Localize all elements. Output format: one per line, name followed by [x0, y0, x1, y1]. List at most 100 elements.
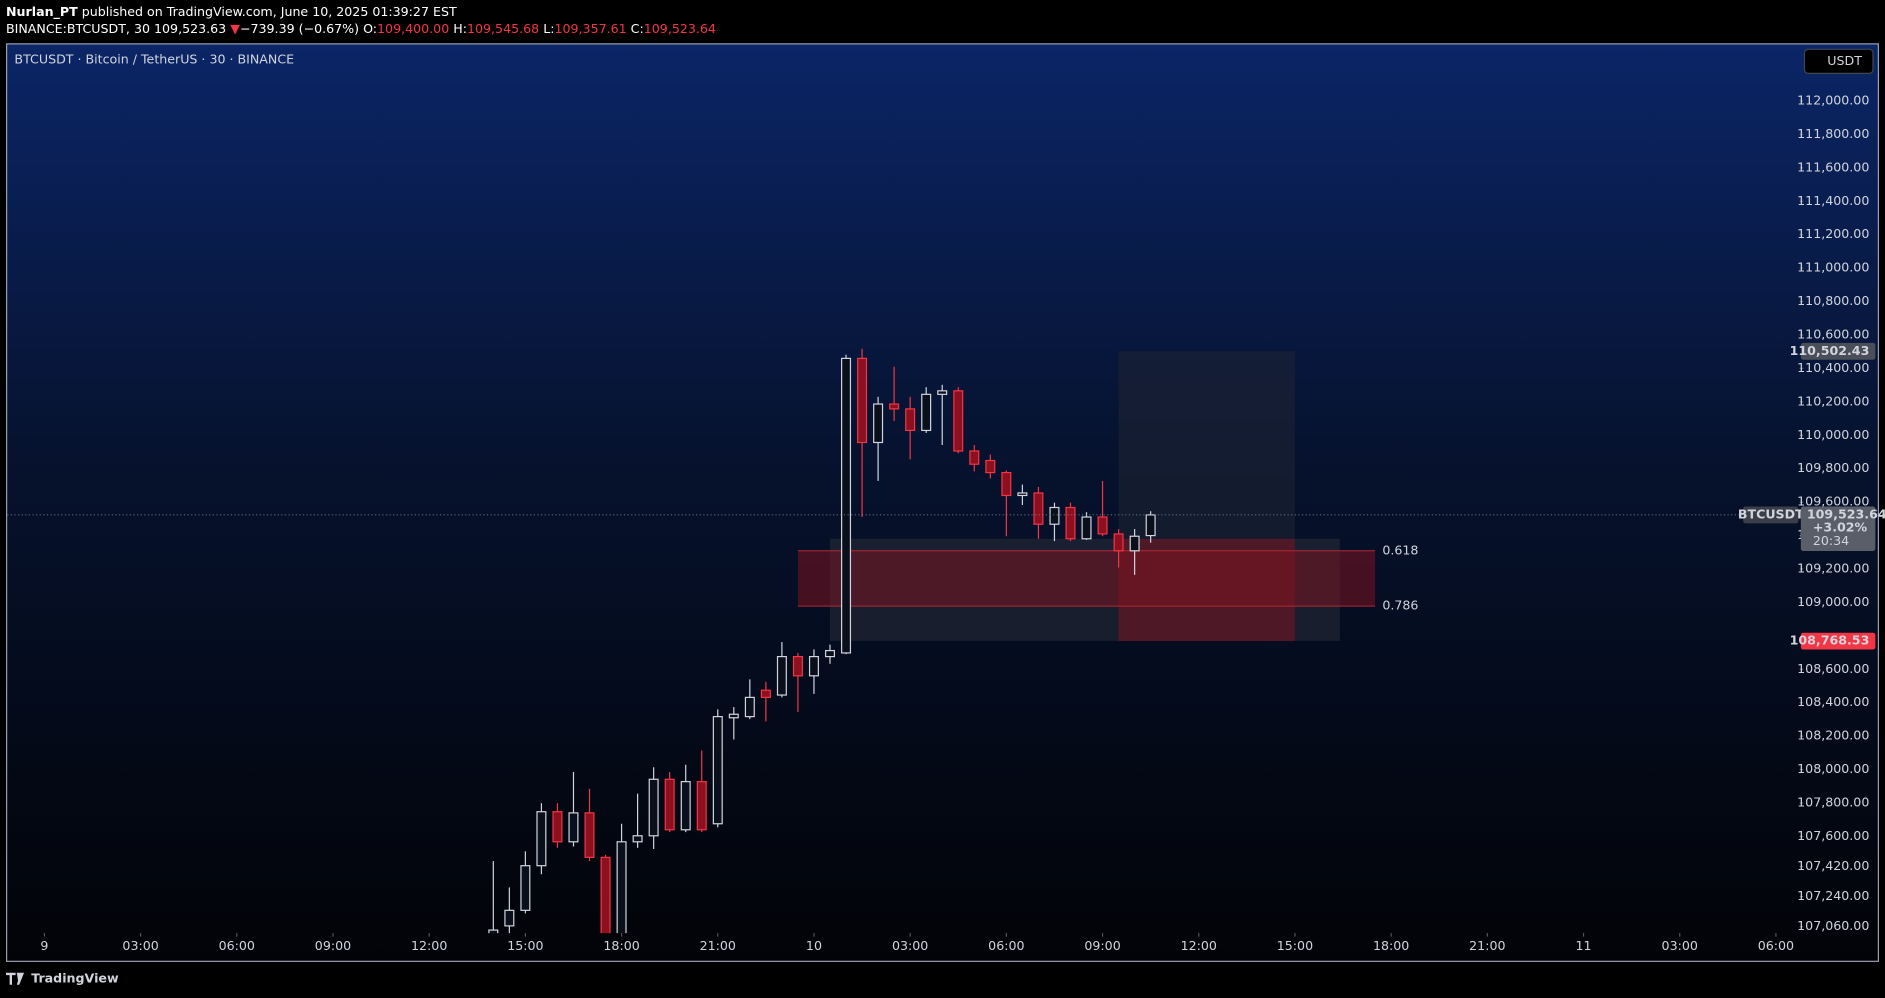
candle-body: [1145, 514, 1156, 537]
y-tick-label: 111,400.00: [1797, 193, 1869, 208]
symbol-tag: BTCUSDT: [1738, 506, 1804, 521]
candle-body: [985, 459, 996, 474]
candle-body: [1065, 506, 1076, 540]
x-tick-label: 09:00: [1084, 938, 1120, 953]
y-tick-label: 110,200.00: [1797, 393, 1869, 408]
candle-body: [1081, 516, 1092, 540]
candle-body: [889, 403, 900, 410]
candle-body: [921, 393, 932, 432]
y-tick-label: 111,000.00: [1797, 260, 1869, 275]
y-tick-label: 109,600.00: [1797, 494, 1869, 509]
last-price-bg: [1800, 506, 1876, 551]
candle-body: [552, 811, 563, 843]
c-value: 109,523.64: [644, 20, 716, 35]
chart-frame: [6, 43, 1879, 962]
candle-body: [680, 781, 691, 831]
candle-body: [728, 713, 739, 719]
candle-body: [1129, 535, 1140, 552]
y-tick-label: 112,000.00: [1797, 92, 1869, 107]
candle-body: [760, 689, 771, 698]
y-tick-label: 110,400.00: [1797, 360, 1869, 375]
y-tick-label: 107,420.00: [1797, 858, 1869, 873]
candle-body: [600, 856, 611, 934]
axes: 107,060.00 107,240.00 107,420.00 107,600.00…: [40, 92, 1885, 952]
candle-body: [488, 929, 499, 934]
candle-body: [1097, 516, 1108, 535]
candle-body: [873, 403, 884, 444]
countdown: 20:34: [1813, 533, 1849, 548]
last-price-label: 109,523.64: [1807, 506, 1885, 521]
candle-body: [824, 649, 836, 658]
y-tick-label: 108,400.00: [1797, 694, 1869, 709]
x-tick-label: 10: [806, 938, 822, 953]
price-tag: 110,502.43: [1790, 343, 1870, 358]
candle-body: [1113, 533, 1124, 552]
logo: [6, 972, 25, 985]
candle-body: [1049, 506, 1060, 525]
candle-body: [584, 812, 595, 858]
candle-body: [744, 696, 755, 718]
x-tick-label: 15:00: [507, 938, 543, 953]
y-tick-label: 109,200.00: [1797, 561, 1869, 576]
published: published on TradingView.com, June 10, 2…: [78, 4, 457, 19]
candle-body: [504, 909, 515, 927]
y-tick-label: 108,200.00: [1797, 728, 1869, 743]
currency-button[interactable]: [1803, 48, 1874, 74]
y-tick-label: 107,060.00: [1797, 918, 1869, 933]
x-tick-label: 09:00: [315, 938, 351, 953]
h-key: H:: [453, 20, 467, 35]
symbol-tag-bg: [1743, 506, 1799, 524]
x-tick-label: 12:00: [411, 938, 447, 953]
x-tick-label: 18:00: [603, 938, 639, 953]
l-value: 109,357.61: [554, 20, 626, 35]
header-line-2: BINANCE:BTCUSDT, 30 109,523.63 ▼−739.39 …: [6, 20, 716, 35]
author: Nurlan_PT: [6, 4, 78, 20]
candle-body: [568, 812, 579, 843]
h-value: 109,545.68: [467, 20, 539, 35]
candle-body: [520, 865, 531, 911]
y-tick-label: 107,800.00: [1797, 795, 1869, 810]
y-tick-label: 109,800.00: [1797, 460, 1869, 475]
candle-body: [536, 811, 547, 867]
plot-area: 0.618 0.786: [7, 348, 1800, 934]
x-tick-label: 06:00: [219, 938, 255, 953]
x-tick-label: 15:00: [1277, 938, 1313, 953]
y-tick-label: 111,200.00: [1797, 226, 1869, 241]
y-tick-label: 110,600.00: [1797, 326, 1869, 341]
o-key: O:: [363, 20, 377, 35]
x-tick-label: 03:00: [892, 938, 928, 953]
candle-body: [632, 835, 643, 843]
currency-label[interactable]: USDT: [1827, 53, 1862, 68]
price-tag-bg: [1800, 632, 1876, 650]
y-tick-label: 108,600.00: [1797, 661, 1869, 676]
header-line-1: Nurlan_PT published on TradingView.com, …: [6, 4, 457, 20]
x-tick-label: 06:00: [1758, 938, 1794, 953]
x-tick-label: 21:00: [700, 938, 736, 953]
candle-body: [841, 357, 852, 654]
x-tick-label: 03:00: [122, 938, 158, 953]
x-tick-label: 18:00: [1373, 938, 1409, 953]
footer: TradingView: [6, 970, 119, 985]
price-tag: 108,768.53: [1790, 633, 1870, 648]
y-tick-label: 111,800.00: [1797, 126, 1869, 141]
y-tick-label: 111,600.00: [1797, 159, 1869, 174]
zone: [1118, 351, 1295, 539]
candle-body: [937, 390, 948, 395]
x-tick-label: 11: [1576, 938, 1592, 953]
candle-body: [712, 716, 723, 825]
candle-body: [953, 390, 964, 452]
candle-body: [648, 778, 659, 837]
candle-body: [792, 655, 803, 677]
fib-label: 0.618: [1382, 542, 1418, 557]
candle-body: [808, 655, 819, 677]
arrow: ▼: [230, 20, 240, 35]
fib-label: 0.786: [1382, 598, 1418, 613]
x-tick-label: 9: [40, 938, 48, 953]
price: 109,523.63: [154, 20, 226, 35]
last-price-change: +3.02%: [1813, 520, 1868, 535]
candle-body: [696, 781, 707, 831]
symbol: BINANCE:BTCUSDT, 30: [6, 20, 150, 35]
zone: [1118, 538, 1295, 642]
